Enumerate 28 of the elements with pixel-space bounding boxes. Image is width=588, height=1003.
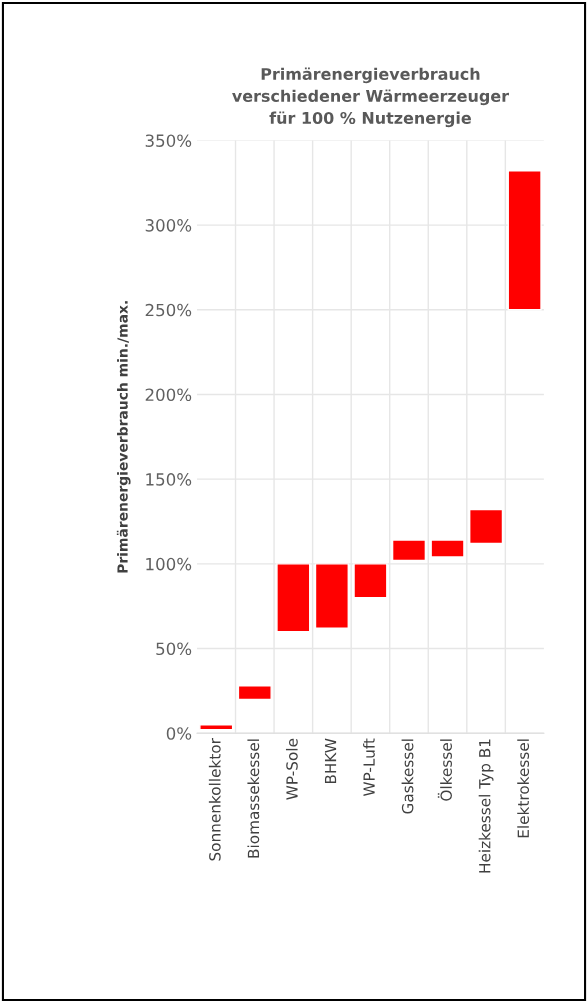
bar bbox=[199, 724, 234, 731]
bar bbox=[469, 508, 504, 545]
bar bbox=[237, 685, 272, 701]
x-tick-label: Gaskessel bbox=[401, 739, 414, 814]
y-tick-label: 300% bbox=[145, 219, 192, 232]
bar bbox=[353, 563, 388, 599]
x-tick-label: Heizkessel Typ B1 bbox=[478, 739, 494, 873]
y-tick-label: 150% bbox=[146, 473, 192, 486]
x-tick-label: WP-Luft bbox=[363, 738, 375, 797]
y-tick-label: 200% bbox=[145, 388, 192, 402]
y-tick-label: 0% bbox=[166, 727, 192, 740]
bar bbox=[276, 563, 311, 633]
y-tick-label: 50% bbox=[156, 642, 192, 656]
bar bbox=[391, 539, 427, 562]
bar bbox=[314, 563, 349, 629]
y-tick-label: 250% bbox=[145, 303, 192, 317]
x-tick-label: WP-Sole bbox=[285, 738, 298, 800]
bar bbox=[507, 170, 542, 311]
y-axis-title: Primärenergieverbrauch min./max. bbox=[116, 301, 131, 573]
x-tick-label: Sonnenkollektor bbox=[208, 738, 221, 861]
x-tick-label: Biomassekessel bbox=[247, 739, 260, 858]
y-tick-label: 350% bbox=[145, 134, 192, 147]
x-tick-label: Ölkessel bbox=[437, 739, 452, 801]
bar bbox=[430, 539, 465, 558]
x-tick-label: Elektrokessel bbox=[517, 739, 530, 838]
y-tick-label: 100% bbox=[146, 557, 192, 571]
x-tick-label: BHKW bbox=[324, 738, 337, 784]
chart-title: Primärenergieverbrauch verschiedener Wärmeerzeuger für 100 % Nutzenergie bbox=[232, 67, 509, 128]
